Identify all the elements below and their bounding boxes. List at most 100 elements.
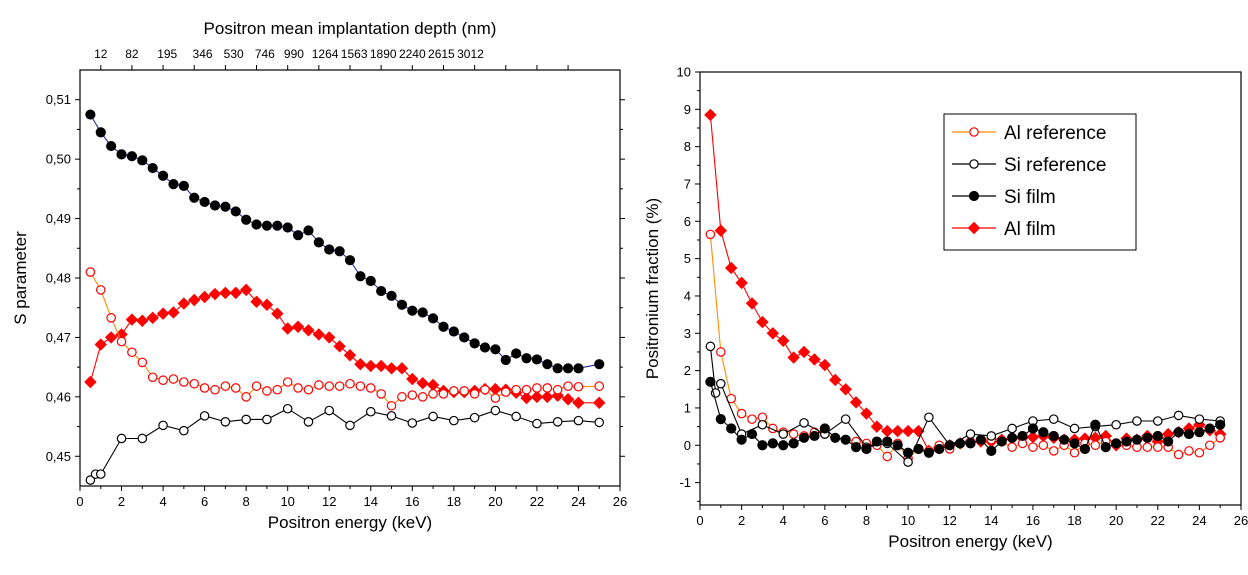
x-axis-title: Positron energy (keV)	[268, 513, 432, 532]
data-point	[969, 159, 979, 169]
y-tick-label: 0,45	[46, 449, 71, 464]
x-tick-label: 20	[488, 494, 502, 509]
y-tick-label: 0,50	[46, 152, 71, 167]
data-point	[1132, 416, 1142, 426]
data-point	[323, 331, 336, 344]
data-point	[313, 237, 324, 248]
data-point	[209, 200, 221, 211]
data-point	[324, 244, 335, 255]
data-point	[188, 293, 201, 307]
x-tick-label: 0	[76, 494, 83, 509]
y-tick-label: 0,46	[46, 389, 71, 404]
data-point	[819, 423, 830, 434]
data-point	[251, 219, 262, 230]
data-point	[573, 381, 584, 392]
legend-label: Si reference	[1004, 155, 1106, 176]
x-tick-label: 24	[1192, 513, 1206, 528]
data-point	[1121, 436, 1132, 447]
legend-entry: Si reference	[952, 155, 1106, 176]
y-axis-title: S parameter	[11, 231, 30, 325]
data-point	[1152, 416, 1163, 426]
data-point	[239, 283, 253, 297]
data-point	[1204, 423, 1215, 434]
data-point	[158, 420, 168, 431]
x-tick-label: 24	[571, 494, 585, 509]
data-point	[157, 170, 169, 181]
data-point	[219, 286, 232, 300]
data-point	[809, 430, 820, 442]
data-point	[594, 359, 605, 370]
data-point	[924, 412, 934, 423]
data-point	[521, 353, 532, 364]
data-point	[1038, 440, 1049, 451]
data-point	[365, 275, 376, 287]
data-point	[746, 428, 758, 440]
data-point	[561, 393, 575, 406]
data-point	[303, 225, 314, 236]
data-point	[179, 377, 189, 387]
series-si_film	[705, 376, 1226, 458]
data-point	[552, 417, 563, 427]
top-axis-tick-label: 195	[157, 47, 177, 61]
data-point	[490, 344, 501, 355]
data-point	[892, 440, 903, 451]
data-point	[1079, 443, 1091, 455]
data-point	[199, 383, 210, 393]
data-point	[314, 380, 324, 390]
data-point	[291, 320, 305, 333]
data-point	[106, 313, 116, 323]
x-tick-label: 8	[243, 494, 250, 509]
data-point	[563, 381, 573, 391]
legend-label: Si film	[1004, 187, 1056, 208]
data-point	[272, 384, 283, 395]
y-tick-label: 0	[684, 438, 691, 453]
data-point	[1194, 447, 1205, 458]
data-point	[147, 162, 158, 174]
data-point	[334, 246, 345, 257]
data-point	[345, 378, 355, 389]
data-point	[705, 341, 716, 352]
data-point	[417, 392, 428, 402]
data-point	[127, 347, 137, 358]
data-point	[386, 290, 397, 301]
data-point	[756, 315, 769, 329]
data-point	[1007, 432, 1018, 443]
x-tick-label: 16	[1026, 513, 1040, 528]
data-point	[573, 415, 584, 426]
data-point	[262, 414, 272, 425]
y-tick-label: 0,48	[46, 271, 71, 286]
data-point	[532, 418, 542, 429]
y-tick-label: 0,49	[46, 211, 71, 226]
x-tick-label: 26	[1234, 513, 1248, 528]
data-point	[281, 322, 294, 335]
y-tick-label: 10	[677, 65, 691, 80]
data-point	[147, 372, 158, 383]
data-point	[95, 469, 106, 479]
data-point	[125, 313, 139, 326]
data-point	[104, 331, 118, 344]
data-point	[1069, 438, 1080, 449]
x-tick-label: 6	[821, 513, 828, 528]
series-line-al_ref	[89, 271, 600, 407]
data-point	[365, 406, 376, 417]
data-point	[1048, 414, 1059, 424]
data-point	[745, 297, 759, 310]
data-point	[542, 383, 553, 393]
top-axis-tick-label: 746	[255, 47, 275, 61]
data-point	[208, 287, 222, 301]
data-point	[511, 411, 521, 422]
data-point	[1173, 410, 1184, 421]
data-point	[302, 324, 315, 337]
data-point	[747, 414, 757, 424]
data-point	[210, 384, 220, 395]
data-point	[511, 348, 522, 359]
data-point	[396, 299, 408, 310]
data-point	[469, 389, 480, 399]
series-si_ref	[85, 403, 605, 485]
top-axis-tick-label: 3012	[457, 47, 484, 61]
data-point	[272, 220, 283, 231]
data-point	[490, 393, 501, 403]
data-point	[996, 436, 1007, 447]
data-point	[1215, 419, 1226, 430]
x-tick-label: 20	[1109, 513, 1123, 528]
